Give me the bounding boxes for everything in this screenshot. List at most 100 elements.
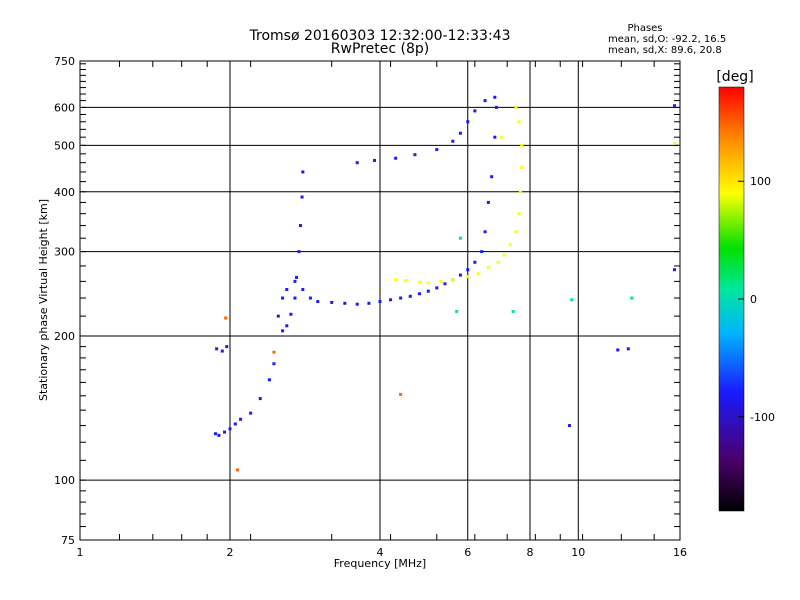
colorbar-tick-label: -100 [750, 411, 775, 424]
data-point [520, 165, 524, 169]
data-point [276, 314, 280, 318]
data-point [316, 300, 320, 304]
data-point [426, 289, 430, 293]
data-point [355, 161, 359, 165]
data-point [399, 296, 403, 300]
data-point [439, 279, 443, 283]
data-point [426, 281, 430, 285]
data-point [343, 301, 347, 305]
data-point [493, 95, 497, 99]
y-axis-label: Stationary phase Virtual Height [km] [37, 199, 50, 401]
data-point [673, 104, 677, 108]
y-tick-label: 100 [54, 474, 75, 487]
info-line-x: mean, sd,X: 89.6, 20.8 [608, 45, 722, 56]
data-point [466, 275, 470, 279]
data-point [630, 296, 634, 300]
data-point [473, 109, 477, 113]
x-tick-label: 8 [527, 546, 534, 559]
data-point [281, 296, 285, 300]
data-point [228, 427, 232, 431]
data-point [476, 272, 480, 276]
data-point [308, 296, 312, 300]
data-point [511, 309, 515, 313]
data-point [220, 349, 224, 353]
x-tick-label: 6 [464, 546, 471, 559]
data-point [417, 292, 421, 296]
y-tick-labels: 75 100 200 300 400 500 600 750 [54, 55, 75, 547]
data-point [486, 265, 490, 269]
data-point [213, 432, 217, 436]
colorbar-tick-label: 0 [750, 293, 757, 306]
data-point [483, 99, 487, 103]
data-point [399, 392, 403, 396]
data-point [293, 296, 297, 300]
data-point [267, 378, 271, 382]
data-point [473, 260, 477, 264]
data-point [293, 279, 297, 283]
data-point [466, 268, 470, 272]
data-point [517, 120, 521, 124]
x-tick-label: 4 [377, 546, 384, 559]
data-point [295, 275, 299, 279]
data-point [673, 268, 677, 272]
data-point [272, 362, 276, 366]
data-point [458, 273, 462, 277]
x-tick-label: 2 [227, 546, 234, 559]
y-tick-label: 750 [54, 55, 75, 68]
y-tick-label: 600 [54, 101, 75, 114]
y-tick-label: 500 [54, 139, 75, 152]
data-point [298, 224, 302, 228]
data-point [458, 131, 462, 135]
data-point [496, 260, 500, 264]
data-point [249, 411, 253, 415]
data-point [224, 316, 228, 320]
data-point [626, 347, 630, 351]
data-point [466, 120, 470, 124]
y-tick-label: 75 [61, 534, 75, 547]
data-point [502, 253, 506, 257]
data-point [297, 250, 301, 254]
data-point [458, 236, 462, 240]
data-point [435, 286, 439, 290]
data-point [367, 301, 371, 305]
data-point [233, 422, 237, 426]
data-point [289, 312, 293, 316]
colorbar-tick-label: 100 [750, 175, 771, 188]
x-tick-labels: 1 2 4 6 8 10 16 [77, 546, 688, 559]
plot-area: 1 2 4 6 8 10 16 75 100 200 300 400 500 600 750 [54, 55, 687, 559]
data-point [394, 278, 398, 282]
data-point [483, 230, 487, 234]
y-tick-label: 400 [54, 186, 75, 199]
data-point [570, 298, 574, 302]
data-point [514, 105, 518, 109]
data-point [301, 170, 305, 174]
data-point [494, 105, 498, 109]
y-tick-label: 300 [54, 246, 75, 259]
data-point [514, 230, 518, 234]
data-point [417, 280, 421, 284]
data-point [355, 302, 359, 306]
minor-ticks [80, 61, 680, 540]
x-axis-label: Frequency [MHz] [334, 557, 426, 570]
data-point [223, 430, 227, 434]
data-point [408, 294, 412, 298]
data-point [486, 200, 490, 204]
data-point [490, 175, 494, 179]
data-point [373, 158, 377, 162]
data-point [493, 135, 497, 139]
data-point [480, 250, 484, 254]
data-point [272, 350, 276, 354]
data-point [443, 282, 447, 286]
data-point [215, 347, 219, 351]
data-point [435, 148, 439, 152]
data-points [213, 95, 677, 472]
data-point [413, 153, 417, 157]
data-point [301, 288, 305, 292]
data-point [330, 300, 334, 304]
data-point [499, 135, 503, 139]
data-point [508, 243, 512, 247]
chart-subtitle: RwPretec (8p) [331, 41, 429, 57]
data-point [518, 190, 522, 194]
data-point [235, 468, 239, 472]
